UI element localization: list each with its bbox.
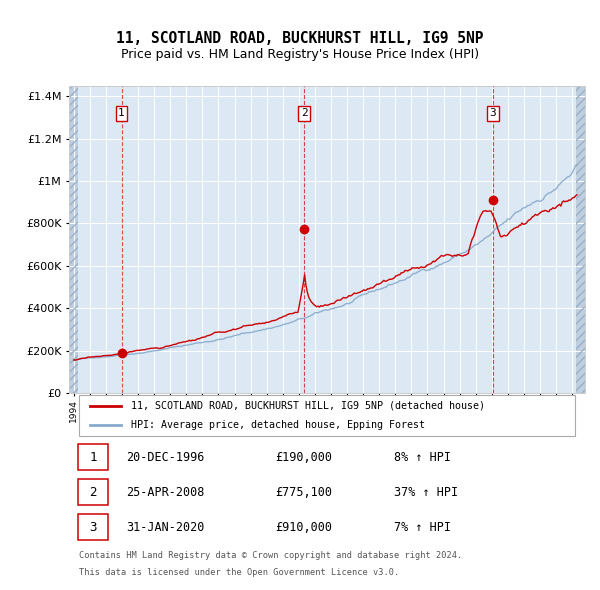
Text: 8% ↑ HPI: 8% ↑ HPI xyxy=(394,451,451,464)
Text: 1: 1 xyxy=(118,108,125,118)
Text: 3: 3 xyxy=(490,108,496,118)
Bar xyxy=(78,514,108,540)
Text: Price paid vs. HM Land Registry's House Price Index (HPI): Price paid vs. HM Land Registry's House … xyxy=(121,48,479,61)
Bar xyxy=(69,86,78,393)
Text: £910,000: £910,000 xyxy=(275,521,332,534)
Bar xyxy=(78,479,108,506)
Bar xyxy=(576,86,586,393)
Text: 3: 3 xyxy=(89,521,97,534)
Text: 11, SCOTLAND ROAD, BUCKHURST HILL, IG9 5NP: 11, SCOTLAND ROAD, BUCKHURST HILL, IG9 5… xyxy=(116,31,484,46)
Text: 2: 2 xyxy=(301,108,307,118)
Text: 31-JAN-2020: 31-JAN-2020 xyxy=(126,521,204,534)
Text: 20-DEC-1996: 20-DEC-1996 xyxy=(126,451,204,464)
Bar xyxy=(78,444,108,470)
Bar xyxy=(576,86,586,393)
Text: £190,000: £190,000 xyxy=(275,451,332,464)
Text: 1: 1 xyxy=(89,451,97,464)
Text: Contains HM Land Registry data © Crown copyright and database right 2024.: Contains HM Land Registry data © Crown c… xyxy=(79,551,463,560)
Text: This data is licensed under the Open Government Licence v3.0.: This data is licensed under the Open Gov… xyxy=(79,568,400,577)
Text: 2: 2 xyxy=(89,486,97,499)
Text: £775,100: £775,100 xyxy=(275,486,332,499)
Text: 37% ↑ HPI: 37% ↑ HPI xyxy=(394,486,458,499)
Text: HPI: Average price, detached house, Epping Forest: HPI: Average price, detached house, Eppi… xyxy=(131,420,425,430)
Text: 7% ↑ HPI: 7% ↑ HPI xyxy=(394,521,451,534)
Text: 25-APR-2008: 25-APR-2008 xyxy=(126,486,204,499)
Text: 11, SCOTLAND ROAD, BUCKHURST HILL, IG9 5NP (detached house): 11, SCOTLAND ROAD, BUCKHURST HILL, IG9 5… xyxy=(131,401,485,411)
FancyBboxPatch shape xyxy=(79,395,575,436)
Bar xyxy=(69,86,78,393)
